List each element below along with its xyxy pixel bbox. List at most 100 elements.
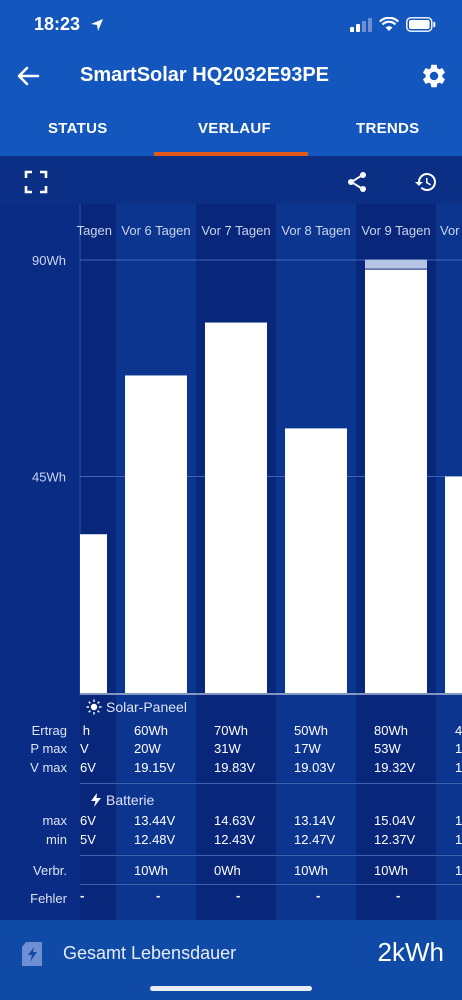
x-category-label: Vor 6 Tagen — [121, 223, 190, 238]
table-column-3 — [276, 695, 356, 920]
vmax-value: 19.03V — [294, 760, 336, 775]
chart-toolbar — [0, 156, 462, 204]
lightning-icon — [91, 793, 101, 807]
divider — [80, 855, 462, 856]
chart-bar — [125, 375, 187, 693]
row-label-battery-min: min — [46, 832, 67, 847]
gear-icon[interactable] — [420, 62, 448, 90]
battery-status-icon — [406, 17, 436, 32]
fehler-value: - — [80, 888, 85, 903]
page-title: SmartSolar HQ2032E93PE — [80, 64, 330, 86]
battery-max-value: 13.14V — [294, 813, 336, 828]
pmax-value: 31W — [214, 741, 241, 756]
table-column-5 — [436, 695, 462, 920]
lifetime-value: 2kWh — [377, 937, 444, 967]
chart-bar — [285, 428, 347, 693]
pmax-value: V — [80, 741, 89, 756]
chart-bar — [205, 322, 267, 693]
lightning-bolt-badge-icon — [22, 942, 42, 966]
x-category-label: Vor 8 Tagen — [281, 223, 350, 238]
vmax-value: 1 — [455, 760, 462, 775]
home-indicator — [150, 986, 312, 991]
battery-max-value: 15.04V — [374, 813, 416, 828]
divider — [80, 884, 462, 885]
y-axis-panel — [0, 204, 80, 695]
vmax-value: 19.32V — [374, 760, 416, 775]
y-tick-label: 45Wh — [32, 470, 66, 485]
row-label-ertrag: Ertrag — [31, 723, 67, 738]
tab-status[interactable]: STATUS — [48, 120, 108, 137]
status-bar: 18:23 — [0, 0, 462, 50]
battery-min-value: 1 — [455, 832, 462, 847]
wifi-icon — [379, 17, 399, 31]
fehler-value: - — [236, 888, 241, 903]
ertrag-value: 50Wh — [294, 723, 328, 738]
history-chart[interactable]: 90Wh 45Wh Tagen Vor 6 Tagen Vor 7 Tagen Vor 8… — [0, 204, 462, 695]
battery-min-value: 12.37V — [374, 832, 416, 847]
ertrag-value: h — [82, 723, 90, 738]
battery-min-value: 5V — [80, 832, 96, 847]
x-category-label: Vor — [440, 223, 460, 238]
solar-section-header: Solar-Paneel — [86, 699, 187, 715]
verbr-value: 10Wh — [294, 863, 328, 878]
x-category-label: Tagen — [77, 223, 112, 238]
battery-min-value: 12.48V — [134, 832, 176, 847]
ertrag-value: 60Wh — [134, 723, 168, 738]
pmax-value: 53W — [374, 741, 401, 756]
tab-trends[interactable]: TRENDS — [356, 120, 420, 137]
daily-history-table: Solar-Paneel Ertrag P max V max Batterie… — [0, 695, 462, 920]
pmax-value: 20W — [134, 741, 161, 756]
table-column-4 — [356, 695, 436, 920]
verbr-value: 0Wh — [214, 863, 241, 878]
history-icon[interactable] — [414, 170, 438, 194]
ertrag-value: 4 — [455, 723, 462, 738]
location-arrow-icon — [91, 19, 103, 31]
sun-icon — [86, 699, 102, 715]
pmax-value: 1 — [455, 741, 462, 756]
row-label-vmax: V max — [30, 760, 67, 775]
fullscreen-icon[interactable] — [24, 170, 48, 194]
divider — [80, 783, 462, 784]
tab-verlauf[interactable]: VERLAUF — [198, 120, 271, 137]
battery-min-value: 12.43V — [214, 832, 256, 847]
fehler-value: - — [396, 888, 401, 903]
bar-chart-svg: 90Wh 45Wh Tagen Vor 6 Tagen Vor 7 Tagen Vor 8… — [0, 204, 462, 695]
vmax-value: 19.15V — [134, 760, 176, 775]
table-column-0 — [80, 695, 116, 920]
vmax-value: 19.83V — [214, 760, 256, 775]
labels-column — [0, 695, 80, 920]
row-label-verbr: Verbr. — [33, 863, 67, 878]
vmax-value: 6V — [80, 760, 96, 775]
battery-section-header: Batterie — [90, 792, 154, 808]
battery-max-value: 6V — [80, 813, 96, 828]
row-label-battery-max: max — [42, 813, 67, 828]
chart-bar — [365, 269, 427, 693]
status-time: 18:23 — [34, 14, 81, 34]
fehler-value: - — [316, 888, 321, 903]
table-column-2 — [196, 695, 276, 920]
verbr-value: 1 — [455, 863, 462, 878]
active-tab-indicator — [154, 152, 308, 156]
chart-bar — [80, 534, 107, 693]
cellular-signal-icon — [350, 17, 372, 32]
battery-section-label: Batterie — [106, 792, 155, 808]
back-arrow-icon[interactable] — [14, 62, 42, 90]
lifetime-label: Gesamt Lebensdauer — [63, 943, 237, 963]
battery-max-value: 1 — [455, 813, 462, 828]
row-label-pmax: P max — [30, 741, 67, 756]
table-column-1 — [116, 695, 196, 920]
verbr-value: 10Wh — [374, 863, 408, 878]
y-tick-label: 90Wh — [32, 253, 66, 268]
ertrag-value: 80Wh — [374, 723, 408, 738]
chart-bar — [445, 476, 462, 693]
battery-max-value: 14.63V — [214, 813, 256, 828]
status-icons — [350, 17, 436, 32]
fehler-value: - — [156, 888, 161, 903]
pmax-value: 17W — [294, 741, 321, 756]
verbr-value: 10Wh — [134, 863, 168, 878]
ertrag-value: 70Wh — [214, 723, 248, 738]
share-icon[interactable] — [345, 170, 369, 194]
x-category-label: Vor 7 Tagen — [201, 223, 270, 238]
app-header: SmartSolar HQ2032E93PE STATUS VERLAUF TR… — [0, 50, 462, 156]
battery-min-value: 12.47V — [294, 832, 336, 847]
